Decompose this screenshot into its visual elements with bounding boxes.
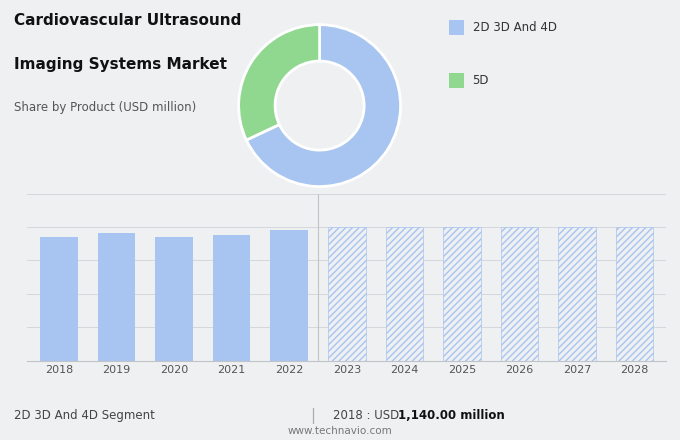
Bar [271, 230, 308, 361]
Bar [616, 227, 653, 361]
Bar [443, 227, 481, 361]
Bar [98, 234, 135, 361]
Text: Cardiovascular Ultrasound: Cardiovascular Ultrasound [14, 13, 241, 28]
Bar [386, 227, 423, 361]
Text: 1,140.00 million: 1,140.00 million [398, 409, 505, 422]
Bar [213, 235, 250, 361]
Wedge shape [239, 25, 320, 140]
Bar [328, 227, 366, 361]
Text: Share by Product (USD million): Share by Product (USD million) [14, 101, 196, 114]
Text: 2D 3D And 4D Segment: 2D 3D And 4D Segment [14, 409, 154, 422]
Text: Imaging Systems Market: Imaging Systems Market [14, 57, 226, 72]
Text: www.technavio.com: www.technavio.com [288, 425, 392, 436]
Bar [558, 227, 596, 361]
Bar [155, 237, 192, 361]
Bar [501, 227, 539, 361]
Text: |: | [310, 408, 316, 424]
Text: 2D 3D And 4D: 2D 3D And 4D [473, 21, 557, 34]
Text: 5D: 5D [473, 73, 489, 87]
Text: 2018 : USD: 2018 : USD [333, 409, 403, 422]
Bar [40, 237, 78, 361]
Wedge shape [246, 25, 401, 187]
